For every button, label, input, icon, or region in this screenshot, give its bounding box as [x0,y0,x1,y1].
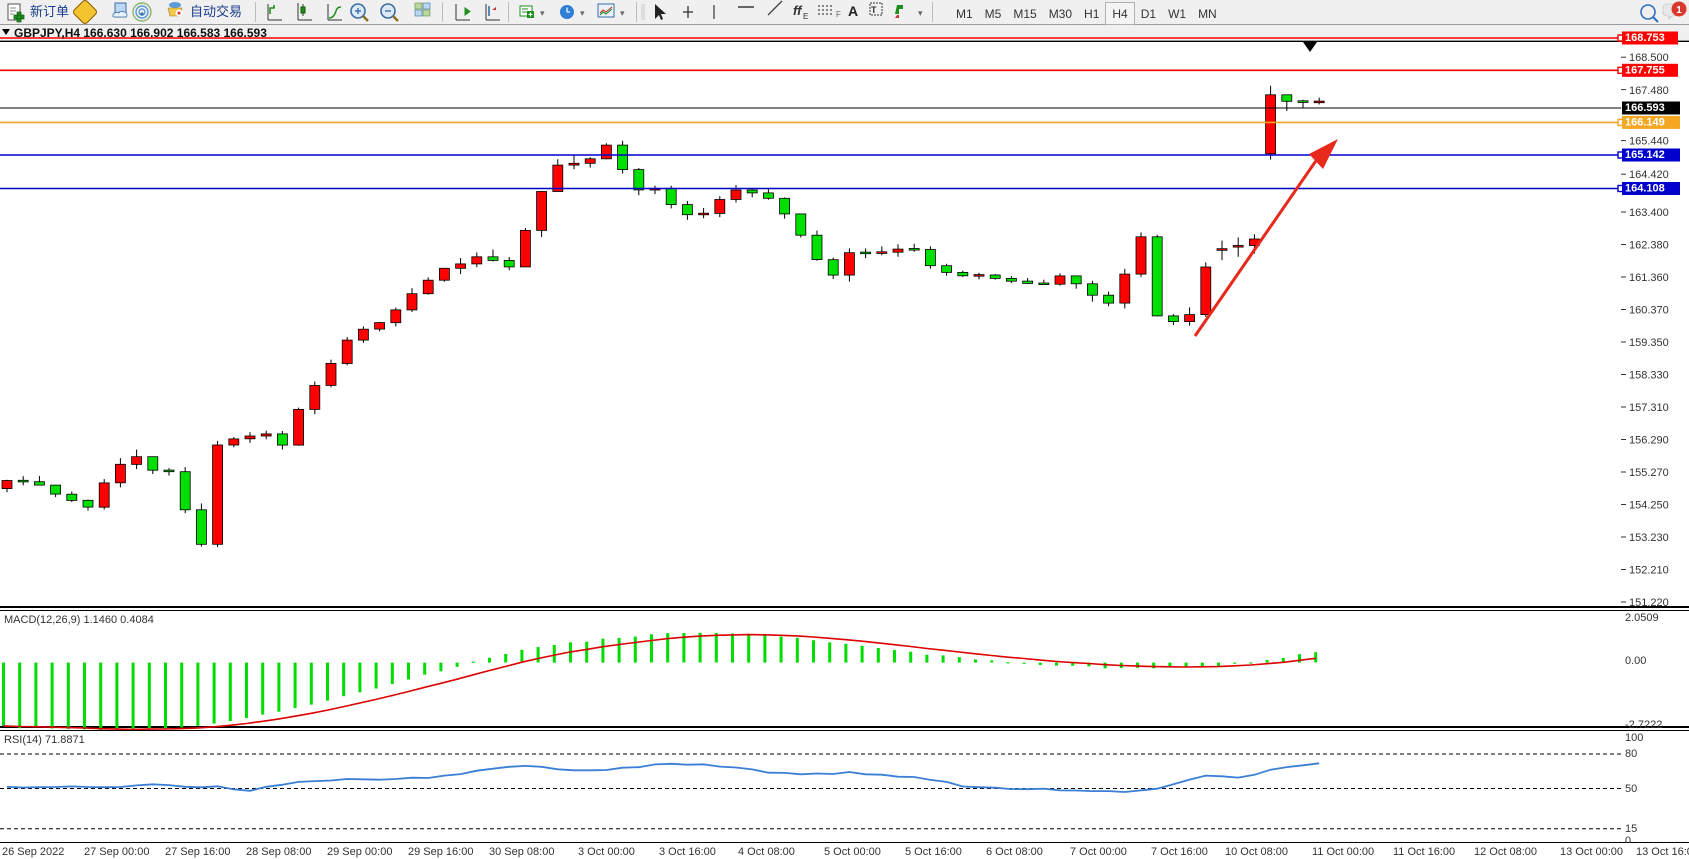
svg-text:1: 1 [1676,5,1682,16]
svg-text:166.593: 166.593 [1625,102,1665,114]
svg-text:168.500: 168.500 [1629,52,1669,64]
svg-text:10 Oct 08:00: 10 Oct 08:00 [1225,846,1288,858]
svg-text:161.360: 161.360 [1629,272,1669,284]
svg-text:MACD(12,26,9) 1.1460 0.4084: MACD(12,26,9) 1.1460 0.4084 [4,614,154,626]
svg-text:167.755: 167.755 [1625,64,1665,76]
svg-text:158.330: 158.330 [1629,370,1669,382]
svg-text:29 Sep 16:00: 29 Sep 16:00 [408,846,473,858]
svg-text:152.210: 152.210 [1629,565,1669,577]
svg-text:2.0509: 2.0509 [1625,612,1659,624]
svg-text:27 Sep 00:00: 27 Sep 00:00 [84,846,149,858]
svg-text:80: 80 [1625,748,1637,760]
svg-text:27 Sep 16:00: 27 Sep 16:00 [165,846,230,858]
svg-text:13 Oct 16:00: 13 Oct 16:00 [1636,846,1689,858]
svg-text:3 Oct 16:00: 3 Oct 16:00 [659,846,716,858]
svg-text:GBPJPY,H4 166.630 166.902 166: GBPJPY,H4 166.630 166.902 166.583 166.59… [14,26,267,40]
svg-text:7 Oct 16:00: 7 Oct 16:00 [1151,846,1208,858]
svg-text:151.220: 151.220 [1629,597,1669,609]
svg-text:11 Oct 00:00: 11 Oct 00:00 [1312,846,1374,858]
svg-text:164.108: 164.108 [1625,183,1665,195]
svg-text:7 Oct 00:00: 7 Oct 00:00 [1070,846,1127,858]
svg-text:163.400: 163.400 [1629,207,1669,219]
svg-text:153.230: 153.230 [1629,532,1669,544]
svg-text:155.270: 155.270 [1629,467,1669,479]
svg-text:RSI(14) 71.8871: RSI(14) 71.8871 [4,734,85,746]
svg-text:30 Sep 08:00: 30 Sep 08:00 [489,846,554,858]
svg-text:164.420: 164.420 [1629,169,1669,181]
svg-text:156.290: 156.290 [1629,435,1669,447]
svg-text:5 Oct 00:00: 5 Oct 00:00 [824,846,881,858]
svg-text:50: 50 [1625,783,1637,795]
svg-text:162.380: 162.380 [1629,240,1669,252]
svg-text:157.310: 157.310 [1629,402,1669,414]
svg-text:165.440: 165.440 [1629,136,1669,148]
svg-text:28 Sep 08:00: 28 Sep 08:00 [246,846,311,858]
svg-text:15: 15 [1625,823,1637,835]
svg-text:5 Oct 16:00: 5 Oct 16:00 [905,846,962,858]
svg-text:165.142: 165.142 [1625,149,1665,161]
svg-text:6 Oct 08:00: 6 Oct 08:00 [986,846,1043,858]
svg-text:12 Oct 08:00: 12 Oct 08:00 [1474,846,1537,858]
svg-text:167.480: 167.480 [1629,85,1669,97]
svg-text:3 Oct 00:00: 3 Oct 00:00 [578,846,635,858]
svg-text:166.149: 166.149 [1625,116,1665,128]
svg-text:11 Oct 16:00: 11 Oct 16:00 [1393,846,1455,858]
svg-text:0.00: 0.00 [1625,655,1646,667]
svg-text:160.370: 160.370 [1629,305,1669,317]
svg-text:4 Oct 08:00: 4 Oct 08:00 [738,846,795,858]
svg-text:159.350: 159.350 [1629,337,1669,349]
svg-text:13 Oct 00:00: 13 Oct 00:00 [1560,846,1623,858]
svg-text:29 Sep 00:00: 29 Sep 00:00 [327,846,392,858]
svg-text:100: 100 [1625,732,1643,744]
svg-text:154.250: 154.250 [1629,500,1669,512]
svg-text:26 Sep 2022: 26 Sep 2022 [2,846,64,858]
